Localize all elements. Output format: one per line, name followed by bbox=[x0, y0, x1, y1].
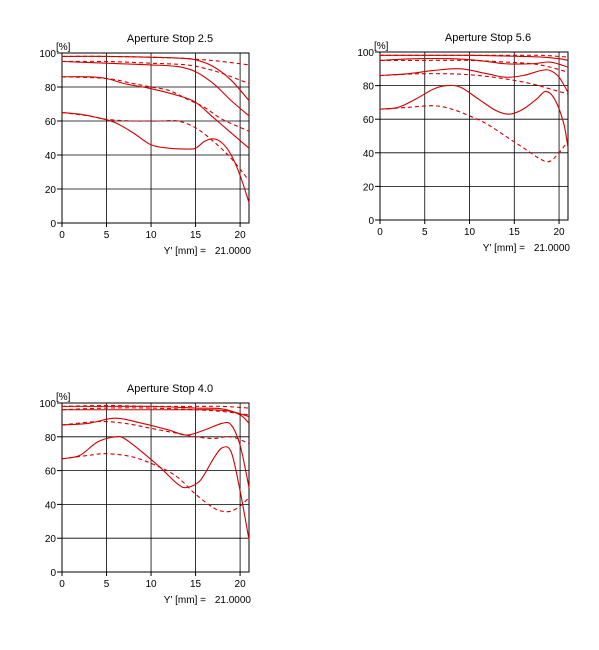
mtf-curve-8 bbox=[61, 111, 250, 181]
x-tick-label: 20 bbox=[235, 230, 247, 241]
mtf-curve-2 bbox=[61, 404, 250, 409]
mtf-curve-3 bbox=[62, 409, 250, 418]
mtf-curve-4 bbox=[379, 59, 569, 73]
y-tick-label: 60 bbox=[45, 117, 57, 128]
y-tick-label: 40 bbox=[45, 500, 57, 511]
chart-1: Aperture Stop 2.5 [%] 0 20 40 60 80 100 0 5 10 15 20… bbox=[39, 33, 251, 257]
chart-2: Aperture Stop 5.6 [%] 0 20 40 60 80 100 0 5 10 15 20… bbox=[357, 32, 570, 254]
x-tick-label: 15 bbox=[190, 579, 202, 590]
x-tick-label: 5 bbox=[104, 579, 110, 590]
chart-title: Aperture Stop 5.6 bbox=[445, 32, 531, 44]
x-axis-label: Y' [mm] = bbox=[483, 243, 525, 254]
mtf-curve-5 bbox=[61, 76, 250, 149]
x-axis-value: 21.0000 bbox=[534, 243, 571, 254]
x-axis-value: 21.0000 bbox=[215, 246, 252, 257]
y-tick-label: 40 bbox=[45, 151, 57, 162]
x-tick-label: 10 bbox=[464, 227, 476, 238]
x-tick-label: 0 bbox=[377, 227, 383, 238]
mtf-curve-6 bbox=[379, 73, 569, 95]
x-tick-label: 0 bbox=[59, 230, 65, 241]
plot-frame bbox=[61, 402, 250, 573]
mtf-curve-5 bbox=[61, 417, 250, 488]
mtf-curve-4 bbox=[61, 407, 250, 416]
chart-3: Aperture Stop 4.0 [%] 0 20 40 60 80 100 0 5 10 15 20… bbox=[39, 383, 251, 606]
mtf-curve-1 bbox=[62, 405, 250, 424]
mtf-curve-7 bbox=[379, 84, 569, 148]
y-tick-label: 100 bbox=[39, 49, 56, 60]
mtf-curve-1 bbox=[61, 55, 250, 101]
y-tick-label: 100 bbox=[39, 399, 56, 410]
x-tick-label: 15 bbox=[509, 227, 521, 238]
x-tick-label: 20 bbox=[235, 579, 247, 590]
x-axis-value: 21.0000 bbox=[215, 595, 252, 606]
x-tick-label: 0 bbox=[59, 579, 65, 590]
mtf-curve-3 bbox=[61, 60, 250, 117]
plot-frame bbox=[61, 52, 250, 224]
x-axis-label: Y' [mm] = bbox=[164, 246, 206, 257]
y-tick-label: 80 bbox=[45, 433, 57, 444]
x-tick-label: 20 bbox=[553, 227, 565, 238]
y-tick-label: 0 bbox=[50, 219, 56, 230]
chart-title: Aperture Stop 4.0 bbox=[127, 383, 213, 395]
y-tick-label: 60 bbox=[363, 115, 375, 126]
mtf-curve-6 bbox=[61, 420, 250, 445]
x-tick-label: 5 bbox=[104, 230, 110, 241]
mtf-curve-3 bbox=[379, 57, 569, 68]
mtf-curve-7 bbox=[61, 435, 250, 540]
y-axis-label: [%] bbox=[374, 41, 389, 52]
y-axis-label: [%] bbox=[56, 42, 71, 53]
mtf-curve-4 bbox=[61, 60, 250, 85]
mtf-curve-2 bbox=[61, 55, 250, 66]
mtf-curve-7 bbox=[61, 111, 250, 203]
y-tick-label: 0 bbox=[50, 568, 56, 579]
x-axis-label: Y' [mm] = bbox=[164, 595, 206, 606]
mtf-curve-8 bbox=[379, 105, 569, 163]
y-axis-label: [%] bbox=[56, 392, 71, 403]
x-tick-label: 10 bbox=[145, 230, 157, 241]
y-tick-label: 80 bbox=[363, 82, 375, 93]
mtf-curve-2 bbox=[380, 54, 569, 58]
y-tick-label: 60 bbox=[45, 467, 57, 478]
y-tick-label: 0 bbox=[368, 216, 374, 227]
y-tick-label: 100 bbox=[357, 48, 374, 59]
plot-frame bbox=[379, 51, 569, 221]
x-tick-label: 15 bbox=[190, 230, 202, 241]
x-tick-label: 10 bbox=[145, 579, 157, 590]
y-tick-label: 20 bbox=[363, 182, 375, 193]
mtf-curve-6 bbox=[61, 76, 250, 132]
y-tick-label: 80 bbox=[45, 83, 57, 94]
mtf-curve-5 bbox=[379, 68, 569, 93]
chart-title: Aperture Stop 2.5 bbox=[127, 33, 213, 45]
mtf-curve-8 bbox=[61, 453, 250, 513]
y-tick-label: 40 bbox=[363, 149, 375, 160]
y-tick-label: 20 bbox=[45, 185, 57, 196]
x-tick-label: 5 bbox=[422, 227, 428, 238]
y-tick-label: 20 bbox=[45, 534, 57, 545]
